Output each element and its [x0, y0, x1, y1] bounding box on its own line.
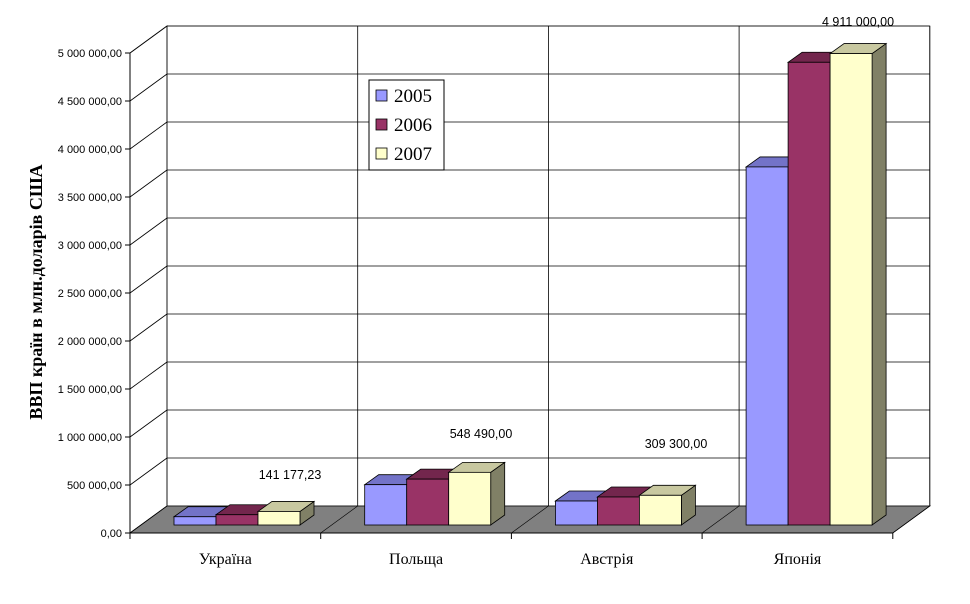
- bar-2005-1: [364, 484, 408, 526]
- bar-2005-2: [555, 500, 598, 526]
- floor-divider: [511, 505, 549, 534]
- gridline-diagonal: [129, 217, 168, 246]
- gridline-diagonal: [129, 265, 168, 294]
- bar-2006-2: [597, 496, 640, 526]
- gridline-diagonal: [129, 361, 168, 390]
- x-tick-label: Україна: [199, 551, 252, 568]
- gridline-diagonal: [129, 25, 168, 54]
- bar-2007-3: [829, 53, 873, 526]
- data-label: 141 177,23: [259, 468, 322, 482]
- legend-label: 2006: [394, 115, 432, 136]
- bar-2006-1: [406, 478, 450, 526]
- x-tick-label: Австрія: [580, 551, 634, 568]
- gridline-diagonal: [129, 457, 168, 486]
- legend-swatch-2006: [375, 118, 388, 131]
- y-tick-label: 0,00: [101, 528, 122, 540]
- bar-side: [490, 461, 506, 526]
- bar-2006-0: [215, 514, 259, 526]
- bar-2006-3: [787, 61, 831, 526]
- floor-divider: [892, 505, 930, 534]
- data-label: 548 490,00: [450, 427, 513, 441]
- x-tick-label: Польща: [389, 551, 443, 568]
- y-tick-label: 500 000,00: [67, 480, 122, 492]
- y-tick-label: 2 000 000,00: [58, 336, 122, 348]
- y-tick-label: 5 000 000,00: [58, 48, 122, 60]
- bar-2005-0: [173, 516, 217, 526]
- data-labels: 141 177,23 548 490,00 309 300,00 4 911 000,…: [259, 15, 894, 482]
- bar-2005-3: [745, 166, 789, 526]
- y-tick-label: 1 000 000,00: [58, 432, 122, 444]
- y-tick-label: 4 000 000,00: [58, 144, 122, 156]
- y-tick-label: 1 500 000,00: [58, 384, 122, 396]
- gridline-diagonal: [129, 313, 168, 342]
- y-tick-label: 4 500 000,00: [58, 96, 122, 108]
- y-tick-label: 2 500 000,00: [58, 288, 122, 300]
- data-label: 309 300,00: [645, 437, 708, 451]
- floor-divider: [129, 505, 168, 534]
- bar-side: [871, 42, 887, 526]
- bars: [172, 42, 888, 526]
- legend-label: 2007: [394, 144, 432, 165]
- bar-2007-0: [257, 511, 301, 526]
- axes: 0,00 500 000,00 1 000 000,00 1 500 000,00 2 …: [58, 48, 894, 568]
- y-tick-label: 3 000 000,00: [58, 240, 122, 252]
- floor-divider: [701, 505, 740, 534]
- gridline-diagonal: [129, 169, 168, 198]
- y-tick-label: 3 500 000,00: [58, 192, 122, 204]
- y-axis-title: ВВП країн в млн.доларів США: [26, 164, 46, 419]
- bar-2007-1: [448, 471, 492, 526]
- bar-2007-2: [639, 494, 682, 526]
- legend-swatch-2007: [375, 147, 388, 160]
- x-tick-label: Японія: [774, 551, 822, 568]
- data-label: 4 911 000,00: [822, 15, 894, 29]
- legend-label: 2005: [394, 86, 432, 107]
- legend: 2005 2006 2007: [368, 79, 445, 171]
- gridline-diagonal: [129, 121, 168, 150]
- gridline-diagonal: [129, 409, 168, 438]
- gridline-diagonal: [129, 73, 168, 102]
- legend-swatch-2005: [375, 89, 388, 102]
- floor-divider: [320, 505, 358, 534]
